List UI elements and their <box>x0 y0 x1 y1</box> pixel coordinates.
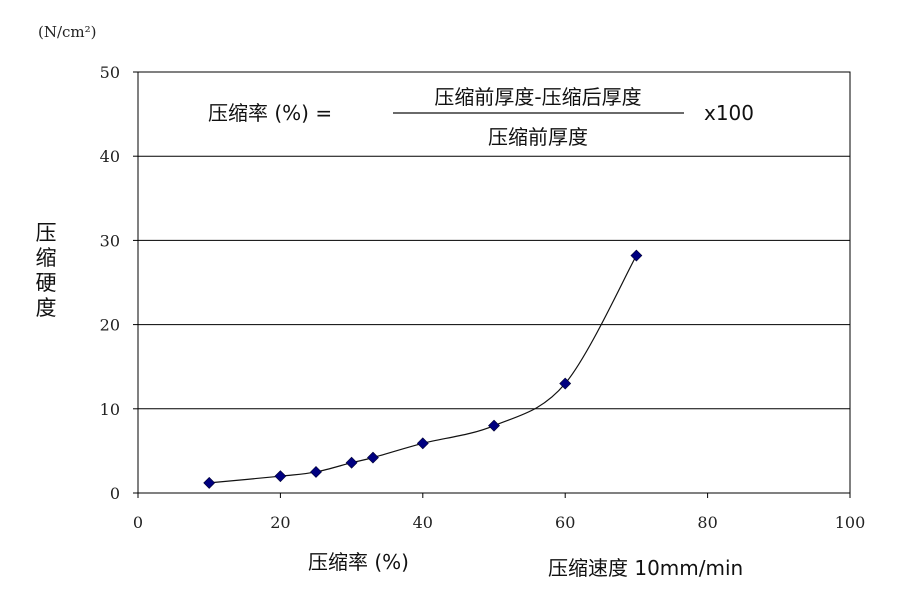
x-tick-label: 60 <box>555 513 575 532</box>
data-point <box>416 437 429 450</box>
y-axis-title-char: 度 <box>36 296 57 320</box>
formula-numerator: 压缩前厚度-压缩后厚度 <box>434 85 641 109</box>
y-unit-label: (N/cm²) <box>38 23 97 41</box>
formula-multiplier: x100 <box>704 101 754 125</box>
data-point <box>630 249 643 262</box>
data-point <box>367 451 379 464</box>
y-tick-label: 10 <box>100 400 120 419</box>
data-point <box>203 476 216 489</box>
data-point <box>274 470 287 483</box>
plot-border <box>137 71 851 494</box>
formula-lhs: 压缩率 (%) = <box>208 101 332 125</box>
x-tick-label: 100 <box>835 513 866 532</box>
y-tick-label: 40 <box>100 147 120 166</box>
formula: 压缩率 (%) = 压缩前厚度-压缩后厚度 压缩前厚度 x100 <box>208 85 754 149</box>
x-tick-label: 0 <box>133 513 143 532</box>
data-point <box>310 466 322 478</box>
y-tick-label: 30 <box>100 231 120 250</box>
test-condition-label: 压缩速度 10mm/min <box>548 556 743 580</box>
y-tick-label: 50 <box>100 63 120 82</box>
y-axis-title-char: 压 <box>36 221 57 245</box>
x-axis-title: 压缩率 (%) <box>308 550 409 574</box>
data-point <box>559 377 572 390</box>
x-tick-label: 80 <box>697 513 717 532</box>
y-axis-ticks: 0 10 20 30 40 50 <box>100 63 138 503</box>
formula-denominator: 压缩前厚度 <box>488 125 588 149</box>
x-axis-ticks: 0 20 40 60 80 100 <box>133 493 865 532</box>
x-tick-label: 40 <box>413 513 433 532</box>
y-tick-label: 20 <box>100 316 120 335</box>
plot-frame <box>137 71 851 494</box>
y-axis-title-char: 缩 <box>36 246 57 270</box>
x-tick-label: 20 <box>270 513 290 532</box>
data-points <box>203 249 643 489</box>
y-tick-label: 0 <box>110 484 120 503</box>
y-axis-title-char: 硬 <box>36 271 57 295</box>
data-point <box>488 419 500 432</box>
data-point <box>345 456 358 469</box>
